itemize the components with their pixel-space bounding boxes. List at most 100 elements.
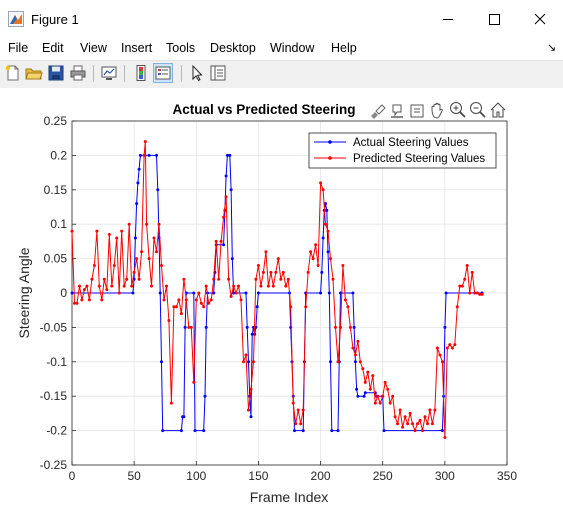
point-actual <box>352 325 356 329</box>
point-predicted <box>140 250 144 254</box>
y-tick-label: -0.15 <box>40 389 68 403</box>
point-predicted <box>229 294 233 298</box>
x-tick-label: 350 <box>497 469 517 483</box>
point-predicted <box>274 270 278 274</box>
point-predicted <box>306 270 310 274</box>
home-icon[interactable] <box>490 102 506 118</box>
point-predicted <box>398 408 402 412</box>
point-predicted <box>411 422 414 426</box>
link-plot-icon[interactable] <box>100 64 118 82</box>
point-predicted <box>373 401 377 405</box>
menu-window[interactable]: Window <box>270 41 315 55</box>
menu-help[interactable]: Help <box>331 41 357 55</box>
point-predicted <box>80 298 84 302</box>
point-predicted <box>453 343 457 347</box>
series-actual <box>70 153 484 433</box>
point-actual <box>254 325 258 329</box>
y-tick-label: 0.05 <box>44 252 68 266</box>
point-predicted <box>244 353 248 357</box>
point-predicted <box>296 408 300 412</box>
pan-icon[interactable] <box>431 102 443 119</box>
point-predicted <box>316 264 320 267</box>
print-icon[interactable] <box>69 64 87 82</box>
point-predicted <box>252 360 255 364</box>
point-actual <box>293 429 296 433</box>
open-file-icon[interactable] <box>25 64 43 82</box>
point-actual <box>228 153 232 157</box>
insert-colorbar-icon[interactable] <box>132 64 150 82</box>
point-predicted <box>433 408 437 412</box>
zoom-in-icon[interactable] <box>450 102 466 118</box>
point-predicted <box>92 264 96 267</box>
brush-icon[interactable] <box>371 104 386 119</box>
point-predicted <box>177 298 181 302</box>
export-icon[interactable] <box>410 104 424 118</box>
minimize-button[interactable] <box>425 0 471 38</box>
toolbar-separator <box>124 65 125 82</box>
point-actual <box>204 325 208 329</box>
point-actual <box>131 291 135 295</box>
toolbar-separator <box>181 65 182 82</box>
menu-edit[interactable]: Edit <box>42 41 64 55</box>
close-button[interactable] <box>517 0 563 38</box>
point-actual <box>245 325 249 329</box>
point-predicted <box>393 415 397 419</box>
point-predicted <box>125 277 129 281</box>
y-tick-label: 0.2 <box>50 148 67 162</box>
point-predicted <box>256 264 260 267</box>
point-predicted <box>204 284 208 288</box>
series-predicted <box>70 140 484 439</box>
dock-figure-icon[interactable]: ↘ <box>547 42 557 54</box>
point-predicted <box>416 422 419 426</box>
point-predicted <box>132 270 136 274</box>
point-predicted <box>209 298 213 302</box>
point-predicted <box>152 236 156 240</box>
point-actual <box>244 291 248 295</box>
axes-toolbar <box>371 102 506 119</box>
point-predicted <box>339 325 342 329</box>
legend[interactable]: Actual Steering Values Predicted Steerin… <box>308 132 497 169</box>
point-predicted <box>458 284 462 288</box>
point-predicted <box>100 298 104 302</box>
point-predicted <box>162 298 166 302</box>
point-predicted <box>271 284 275 288</box>
point-predicted <box>326 229 330 233</box>
menu-insert[interactable]: Insert <box>121 41 153 55</box>
point-predicted <box>150 284 153 288</box>
point-predicted <box>122 284 126 288</box>
menu-bar <box>0 38 563 60</box>
save-icon[interactable] <box>47 64 65 82</box>
menu-tools[interactable]: Tools <box>166 41 196 55</box>
point-actual <box>329 360 332 364</box>
point-predicted <box>102 277 106 281</box>
point-predicted <box>478 292 482 296</box>
point-predicted <box>227 277 231 281</box>
zoom-out-icon[interactable] <box>470 102 486 118</box>
property-inspector-icon[interactable] <box>209 64 227 82</box>
maximize-button[interactable] <box>471 0 517 38</box>
insert-legend-icon[interactable] <box>153 63 173 83</box>
select-arrow-icon[interactable] <box>188 64 206 82</box>
x-tick-label: 0 <box>69 469 76 483</box>
point-predicted <box>465 264 469 267</box>
data-tips-icon[interactable] <box>391 104 403 118</box>
point-predicted <box>388 401 392 405</box>
menu-file[interactable]: File <box>8 41 29 55</box>
matlab-figure-icon <box>8 11 24 27</box>
point-predicted <box>445 346 449 350</box>
chart-title: Actual vs Predicted Steering <box>172 102 355 117</box>
point-predicted <box>147 257 151 261</box>
point-predicted <box>261 270 265 274</box>
point-predicted <box>219 239 223 243</box>
y-tick-label: 0 <box>60 286 67 300</box>
new-figure-icon[interactable] <box>4 64 22 82</box>
point-actual <box>229 188 233 192</box>
point-predicted <box>311 257 315 261</box>
menu-view[interactable]: View <box>80 41 107 55</box>
point-predicted <box>117 291 121 295</box>
point-actual <box>256 291 260 295</box>
point-predicted <box>336 360 340 364</box>
y-tick-label: 0.25 <box>44 114 68 128</box>
point-actual <box>193 429 197 433</box>
menu-desktop[interactable]: Desktop <box>210 41 256 55</box>
